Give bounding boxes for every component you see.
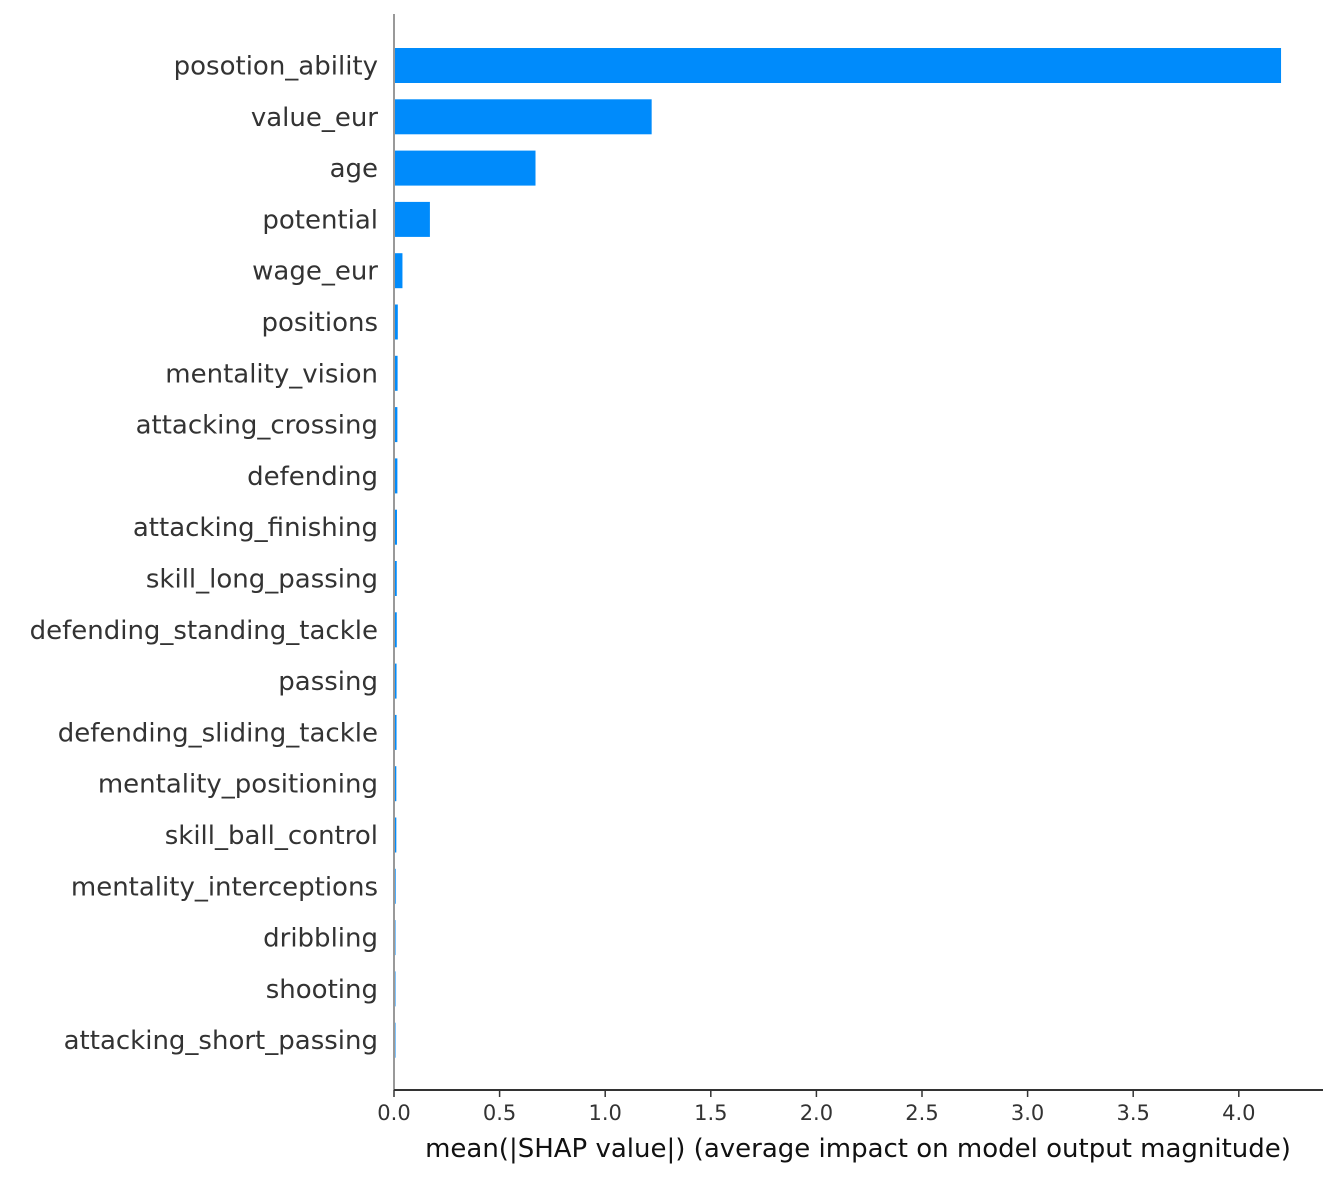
category-label: skill_ball_control <box>165 821 378 851</box>
x-tick-label: 1.0 <box>588 1101 621 1125</box>
x-tick-label: 1.5 <box>694 1101 727 1125</box>
category-label: age <box>330 154 378 184</box>
x-tick-label: 0.5 <box>483 1101 516 1125</box>
category-label: shooting <box>266 975 378 1005</box>
bar-positions <box>394 304 398 340</box>
x-ticks-group: 0.0 0.5 1.0 1.5 2.0 2.5 3.0 3.5 4.0 <box>377 1090 1256 1125</box>
bar-attacking-crossing <box>394 407 398 443</box>
category-label: dribbling <box>263 924 378 954</box>
bar-skill-long-passing <box>394 561 397 596</box>
category-label: positions <box>261 308 378 338</box>
x-axis-title: mean(|SHAP value|) (average impact on mo… <box>425 1134 1291 1164</box>
bars-group <box>394 48 1282 1058</box>
x-tick-label: 0.0 <box>377 1101 410 1125</box>
category-label: defending_sliding_tackle <box>58 718 378 748</box>
category-label: value_eur <box>251 103 378 133</box>
x-tick-label: 2.0 <box>800 1101 833 1125</box>
bar-potential <box>394 201 430 237</box>
bar-defending-sliding-tackle <box>394 714 397 750</box>
bar-passing <box>394 663 397 699</box>
bar-age <box>394 150 536 186</box>
category-label: skill_long_passing <box>146 565 378 595</box>
bar-wage-eur <box>394 253 403 289</box>
category-label: defending <box>247 462 378 492</box>
bar-defending <box>394 458 398 494</box>
bar-posotion-ability <box>394 48 1282 83</box>
bar-mentality-vision <box>394 355 398 391</box>
category-label: mentality_vision <box>165 359 378 389</box>
bar-mentality-positioning <box>394 766 397 802</box>
x-tick-label: 4.0 <box>1222 1101 1255 1125</box>
x-tick-label: 3.0 <box>1011 1101 1044 1125</box>
category-label: attacking_short_passing <box>64 1026 378 1056</box>
category-label: defending_standing_tackle <box>30 616 378 646</box>
bar-defending-standing-tackle <box>394 612 397 648</box>
bar-attacking-finishing <box>394 509 397 545</box>
category-label: attacking_crossing <box>136 411 378 441</box>
x-tick-label: 2.5 <box>905 1101 938 1125</box>
category-label: attacking_finishing <box>133 513 378 543</box>
category-label: posotion_ability <box>174 52 378 82</box>
category-label: potential <box>262 205 378 235</box>
bar-skill-ball-control <box>394 817 397 853</box>
category-label: wage_eur <box>252 257 378 287</box>
category-label: mentality_positioning <box>98 770 378 800</box>
x-tick-label: 3.5 <box>1116 1101 1149 1125</box>
category-label: passing <box>278 667 378 697</box>
bar-value-eur <box>394 99 652 135</box>
category-label: mentality_interceptions <box>71 872 378 902</box>
